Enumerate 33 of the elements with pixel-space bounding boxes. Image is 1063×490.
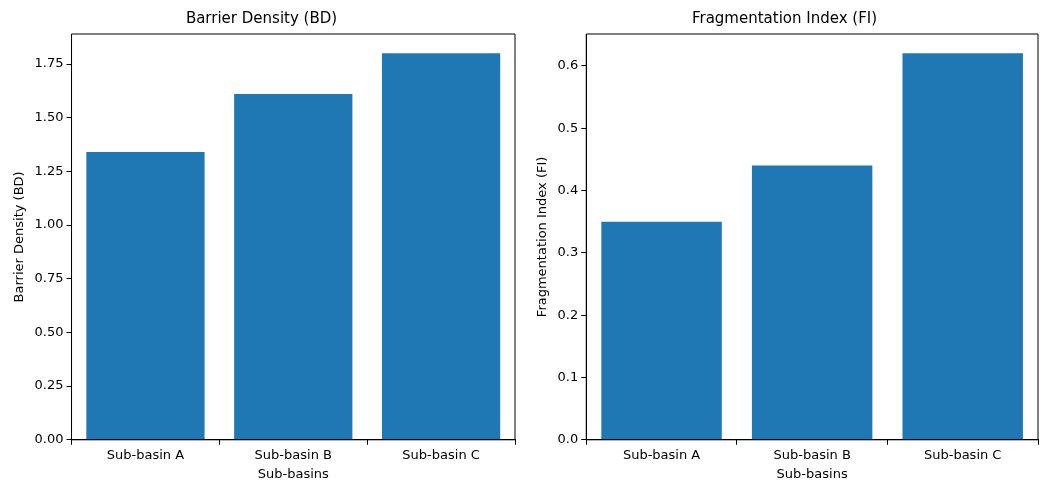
- y-tick-label: 1.75: [34, 55, 64, 71]
- x-tick-label: Sub-basin B: [254, 446, 332, 462]
- y-tick-label: 0.5: [557, 119, 579, 135]
- y-axis-title: Fragmentation Index (FI): [534, 156, 550, 318]
- y-tick-label: 0.0: [557, 431, 579, 447]
- y-axis-title: Barrier Density (BD): [11, 171, 27, 303]
- x-tick-label: Sub-basin B: [773, 446, 851, 462]
- bar: [751, 165, 873, 440]
- y-tick-label: 1.25: [34, 162, 64, 178]
- y-tick-label: 1.00: [34, 216, 64, 232]
- bar: [86, 152, 205, 440]
- bar: [601, 221, 722, 440]
- y-tick-label: 0.6: [557, 57, 579, 73]
- y-tick-label: 0.75: [34, 270, 64, 286]
- x-tick-label: Sub-basin C: [402, 446, 480, 462]
- bar: [902, 53, 1023, 440]
- y-tick-label: 0.3: [557, 244, 579, 260]
- y-tick-label: 0.00: [34, 431, 64, 447]
- y-tick-label: 0.4: [557, 181, 579, 197]
- chart-title: Fragmentation Index (FI): [691, 8, 878, 27]
- bar: [381, 53, 501, 440]
- x-axis-title: Sub-basins: [776, 465, 848, 481]
- y-tick-label: 0.25: [34, 377, 64, 393]
- chart-title: Barrier Density (BD): [185, 8, 338, 27]
- x-axis-title: Sub-basins: [257, 465, 330, 481]
- y-tick-label: 0.2: [557, 306, 579, 322]
- y-tick-label: 1.50: [34, 109, 64, 125]
- y-tick-label: 0.1: [557, 368, 579, 384]
- bar: [234, 94, 353, 440]
- x-tick-label: Sub-basin A: [106, 446, 185, 462]
- x-tick-label: Sub-basin C: [923, 446, 1002, 462]
- x-tick-label: Sub-basin A: [622, 446, 701, 462]
- y-tick-label: 0.50: [34, 323, 64, 339]
